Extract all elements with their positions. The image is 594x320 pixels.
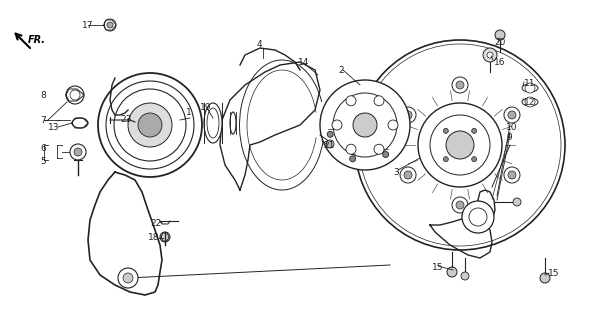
Circle shape: [114, 89, 186, 161]
Circle shape: [483, 48, 497, 62]
Circle shape: [98, 73, 202, 177]
Text: 18: 18: [148, 234, 160, 243]
Circle shape: [327, 131, 333, 137]
Ellipse shape: [522, 84, 538, 92]
Text: 14: 14: [298, 58, 309, 67]
Circle shape: [107, 22, 113, 28]
Circle shape: [469, 208, 487, 226]
Circle shape: [430, 115, 490, 175]
Circle shape: [320, 80, 410, 170]
Circle shape: [504, 107, 520, 123]
Circle shape: [346, 96, 356, 106]
Circle shape: [374, 96, 384, 106]
Circle shape: [404, 111, 412, 119]
Circle shape: [446, 131, 474, 159]
Circle shape: [400, 167, 416, 183]
Circle shape: [525, 97, 535, 107]
Circle shape: [123, 273, 133, 283]
Circle shape: [504, 167, 520, 183]
Circle shape: [540, 273, 550, 283]
Circle shape: [128, 103, 172, 147]
Text: 22: 22: [150, 219, 161, 228]
Circle shape: [104, 19, 116, 31]
Text: 17: 17: [82, 20, 93, 29]
Text: 8: 8: [40, 91, 46, 100]
Text: 20: 20: [494, 37, 505, 46]
Circle shape: [118, 268, 138, 288]
Circle shape: [508, 111, 516, 119]
Text: 9: 9: [506, 132, 512, 141]
Text: 4: 4: [257, 39, 263, 49]
Circle shape: [374, 144, 384, 154]
Text: 10: 10: [506, 123, 517, 132]
Circle shape: [443, 157, 448, 162]
Ellipse shape: [230, 112, 236, 134]
Text: 3: 3: [393, 167, 399, 177]
Text: 6: 6: [40, 143, 46, 153]
Text: 13: 13: [48, 123, 59, 132]
Circle shape: [452, 197, 468, 213]
Text: 15: 15: [432, 263, 444, 273]
Circle shape: [400, 107, 416, 123]
Text: 16: 16: [494, 58, 505, 67]
Circle shape: [447, 267, 457, 277]
Ellipse shape: [522, 98, 538, 106]
Circle shape: [70, 144, 86, 160]
Ellipse shape: [207, 108, 219, 138]
Circle shape: [472, 128, 476, 133]
Circle shape: [487, 52, 493, 58]
Text: 23: 23: [120, 115, 131, 124]
Circle shape: [495, 30, 505, 40]
Circle shape: [452, 77, 468, 93]
Circle shape: [355, 40, 565, 250]
Circle shape: [326, 140, 334, 148]
Ellipse shape: [204, 103, 222, 143]
Circle shape: [461, 272, 469, 280]
Text: 11: 11: [524, 78, 536, 87]
Text: FR.: FR.: [28, 35, 46, 45]
Circle shape: [350, 156, 356, 162]
Text: 1: 1: [186, 108, 192, 116]
Text: 7: 7: [40, 116, 46, 124]
Circle shape: [353, 113, 377, 137]
Text: 5: 5: [40, 156, 46, 165]
Circle shape: [525, 83, 535, 93]
Circle shape: [106, 81, 194, 169]
Circle shape: [359, 44, 561, 246]
Circle shape: [472, 157, 476, 162]
Circle shape: [160, 232, 170, 242]
Circle shape: [513, 198, 521, 206]
Circle shape: [383, 151, 388, 157]
Circle shape: [138, 113, 162, 137]
Circle shape: [508, 171, 516, 179]
Circle shape: [404, 171, 412, 179]
Circle shape: [70, 90, 80, 100]
Circle shape: [332, 120, 342, 130]
Text: 12: 12: [524, 98, 535, 107]
Ellipse shape: [72, 118, 88, 128]
Text: 2: 2: [338, 66, 343, 75]
Circle shape: [333, 93, 397, 157]
Circle shape: [456, 81, 464, 89]
Text: 19: 19: [200, 102, 211, 111]
Circle shape: [388, 120, 398, 130]
Text: 21: 21: [323, 140, 334, 149]
Circle shape: [456, 201, 464, 209]
Text: 15: 15: [548, 268, 560, 277]
Circle shape: [346, 144, 356, 154]
Circle shape: [443, 128, 448, 133]
Circle shape: [74, 148, 82, 156]
Circle shape: [462, 201, 494, 233]
Circle shape: [418, 103, 502, 187]
Circle shape: [66, 86, 84, 104]
